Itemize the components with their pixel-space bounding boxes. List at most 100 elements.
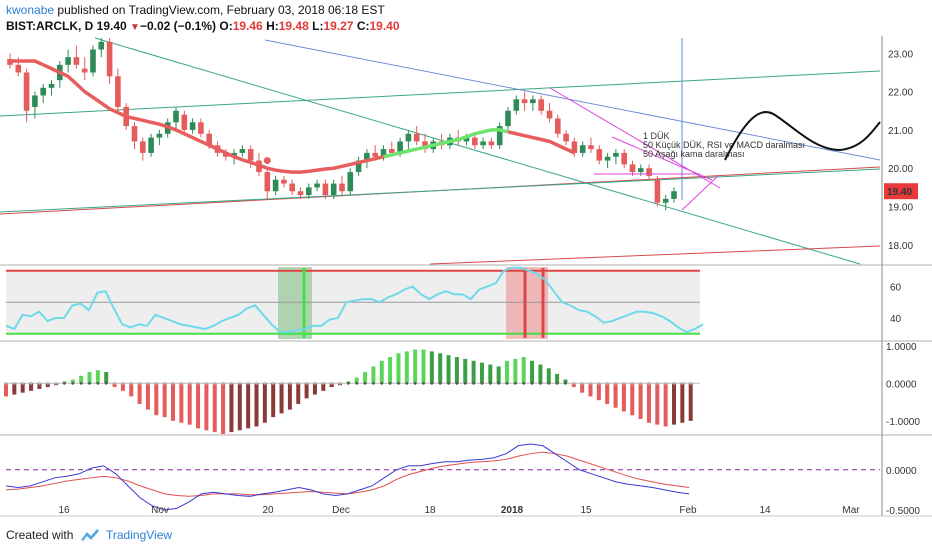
- hist-bar: [413, 349, 418, 384]
- candle-body: [505, 110, 511, 127]
- candle-body: [289, 183, 295, 192]
- zero-dot: [104, 381, 108, 385]
- candle-body: [654, 179, 661, 203]
- projected-path: [724, 111, 881, 161]
- candle-body: [596, 149, 603, 161]
- zero-dot: [689, 381, 693, 385]
- price-candles[interactable]: [7, 38, 677, 211]
- zero-dot: [321, 381, 325, 385]
- hist-bar: [563, 379, 568, 384]
- hist-bar: [363, 372, 368, 384]
- candle-body: [671, 191, 677, 199]
- zero-dot: [455, 381, 459, 385]
- zero-dot: [655, 381, 659, 385]
- hist-bar: [596, 383, 601, 401]
- candle-body: [563, 133, 569, 142]
- zero-dot: [430, 381, 434, 385]
- hist-tick-label: 1.0000: [886, 342, 917, 353]
- zero-dot: [597, 381, 601, 385]
- time-tick-label: Feb: [679, 505, 697, 516]
- candle-body: [206, 133, 212, 146]
- hist-bar: [95, 370, 100, 384]
- zero-dot: [288, 381, 292, 385]
- zero-dot: [88, 381, 91, 385]
- hist-bar: [446, 355, 451, 384]
- candle-body: [173, 110, 179, 123]
- hist-bar: [621, 383, 626, 412]
- time-axis: 16 Nov 20 Dec 18 2018 15 Feb 14 Mar: [0, 505, 932, 517]
- hist-bar: [145, 383, 150, 410]
- hist-bar: [505, 360, 509, 384]
- zero-dot: [530, 381, 534, 385]
- candle-body: [480, 141, 486, 146]
- candle-body: [629, 164, 636, 173]
- candle-body: [247, 149, 254, 161]
- symbol-ohlc-line: BIST:ARCLK, D 19.40 ▼−0.02 (−0.1%) O:19.…: [6, 19, 400, 33]
- zero-dot: [614, 381, 617, 385]
- macd-tick-label: 0.0000: [886, 466, 917, 477]
- zero-dot: [522, 381, 526, 385]
- stochastic-panel: [5, 266, 704, 339]
- tradingview-brand-link[interactable]: TradingView: [106, 528, 173, 542]
- wedge-lower-line: [681, 175, 719, 211]
- hist-bar: [246, 383, 251, 429]
- zero-dot: [447, 381, 450, 385]
- oversold-highlight: [278, 267, 312, 339]
- author-link[interactable]: kwonabe: [6, 3, 55, 17]
- candle-body: [272, 179, 279, 192]
- zero-dot: [622, 381, 626, 385]
- hist-tick-label: -1.0000: [886, 417, 920, 428]
- price-change: −0.02 (−0.1%): [139, 19, 217, 33]
- zero-dot: [330, 381, 334, 385]
- footer-bar: Created with TradingView: [0, 522, 932, 550]
- hist-bar: [530, 360, 535, 384]
- pattern-annotation: 50 Aşağı kama daralması: [643, 149, 745, 159]
- candle-body: [281, 179, 287, 184]
- candle-body: [40, 87, 46, 96]
- zero-dot: [54, 381, 58, 385]
- hist-bar: [630, 383, 635, 416]
- zero-dot: [580, 381, 584, 385]
- time-tick-label: 14: [759, 505, 771, 516]
- candle-body: [463, 137, 470, 142]
- candle-body: [181, 114, 188, 130]
- price-tick-label: 18.00: [888, 241, 913, 252]
- hist-bar: [571, 383, 576, 388]
- zero-dot: [505, 381, 509, 385]
- candle-body: [579, 145, 586, 153]
- hist-bar: [421, 349, 426, 384]
- hist-bar: [312, 383, 317, 395]
- signal-dot: [263, 157, 271, 165]
- hist-bar: [680, 383, 685, 423]
- candle-body: [389, 149, 395, 153]
- zero-dot: [388, 381, 392, 385]
- low-label: L:: [312, 19, 324, 33]
- hist-bar: [613, 383, 618, 408]
- hist-bar: [396, 353, 401, 384]
- candle-body: [23, 72, 30, 111]
- hist-bar: [87, 372, 92, 384]
- symbol-label[interactable]: BIST:ARCLK, D: [6, 19, 94, 33]
- close-label: C:: [356, 19, 370, 33]
- hist-bar: [646, 383, 651, 423]
- hist-bar: [212, 383, 217, 433]
- zero-dot: [647, 381, 651, 385]
- hist-bar: [354, 377, 359, 384]
- zero-dot: [171, 381, 175, 385]
- zero-dot: [664, 381, 668, 385]
- time-tick-label: 16: [58, 505, 70, 516]
- zero-dot: [605, 381, 609, 385]
- candle-body: [148, 137, 154, 153]
- ema-bearish-segment-late: [507, 130, 576, 155]
- hist-bar: [254, 383, 259, 427]
- hist-bar: [196, 383, 201, 429]
- ascending-channel-line: [0, 70, 881, 117]
- hist-bar: [104, 372, 109, 384]
- high-label: H:: [266, 19, 279, 33]
- time-tick-label: 20: [262, 505, 274, 516]
- time-tick-label: Mar: [842, 505, 860, 516]
- zero-dot: [680, 381, 684, 385]
- pattern-annotation: 50 Küçük DÜK, RSI ve MACD daralması: [643, 140, 805, 150]
